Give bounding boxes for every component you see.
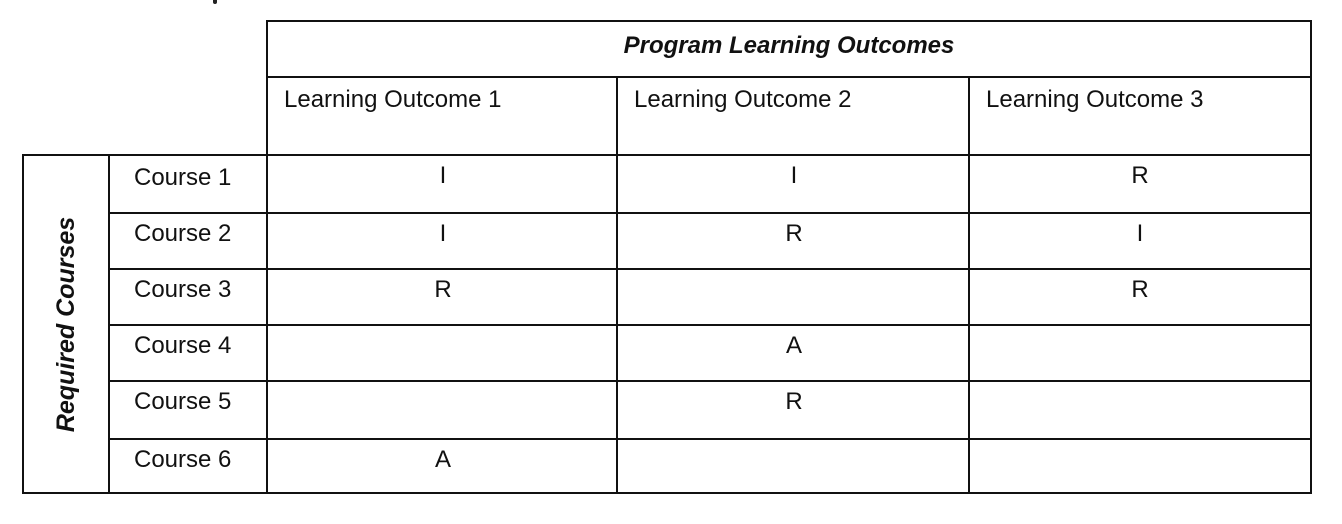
cell-course-6-outcome-3 (968, 438, 1312, 494)
column-header-outcome-3: Learning Outcome 3 (968, 76, 1312, 156)
cell-course-2-outcome-2: R (616, 212, 970, 270)
row-label-course-5: Course 5 (108, 380, 268, 440)
row-label-course-3: Course 3 (108, 268, 268, 326)
program-learning-outcomes-header: Program Learning Outcomes (266, 20, 1312, 78)
row-label-course-4: Course 4 (108, 324, 268, 382)
cell-course-4-outcome-3 (968, 324, 1312, 382)
cell-course-3-outcome-1: R (266, 268, 618, 326)
column-header-outcome-1: Learning Outcome 1 (266, 76, 618, 156)
cell-course-1-outcome-2: I (616, 154, 970, 214)
cell-course-5-outcome-1 (266, 380, 618, 440)
cell-course-3-outcome-3: R (968, 268, 1312, 326)
cell-course-2-outcome-3: I (968, 212, 1312, 270)
stray-mark (213, 0, 217, 4)
cell-course-6-outcome-2 (616, 438, 970, 494)
required-courses-text: Required Courses (52, 216, 81, 432)
cell-course-4-outcome-1 (266, 324, 618, 382)
cell-course-1-outcome-1: I (266, 154, 618, 214)
row-label-course-1: Course 1 (108, 154, 268, 214)
row-label-course-6: Course 6 (108, 438, 268, 494)
row-label-course-2: Course 2 (108, 212, 268, 270)
cell-course-1-outcome-3: R (968, 154, 1312, 214)
curriculum-map-table: Program Learning Outcomes Learning Outco… (22, 20, 1312, 494)
cell-course-3-outcome-2 (616, 268, 970, 326)
cell-course-5-outcome-2: R (616, 380, 970, 440)
cell-course-4-outcome-2: A (616, 324, 970, 382)
required-courses-side-label: Required Courses (22, 154, 110, 494)
cell-course-5-outcome-3 (968, 380, 1312, 440)
column-header-outcome-2: Learning Outcome 2 (616, 76, 970, 156)
cell-course-2-outcome-1: I (266, 212, 618, 270)
cell-course-6-outcome-1: A (266, 438, 618, 494)
